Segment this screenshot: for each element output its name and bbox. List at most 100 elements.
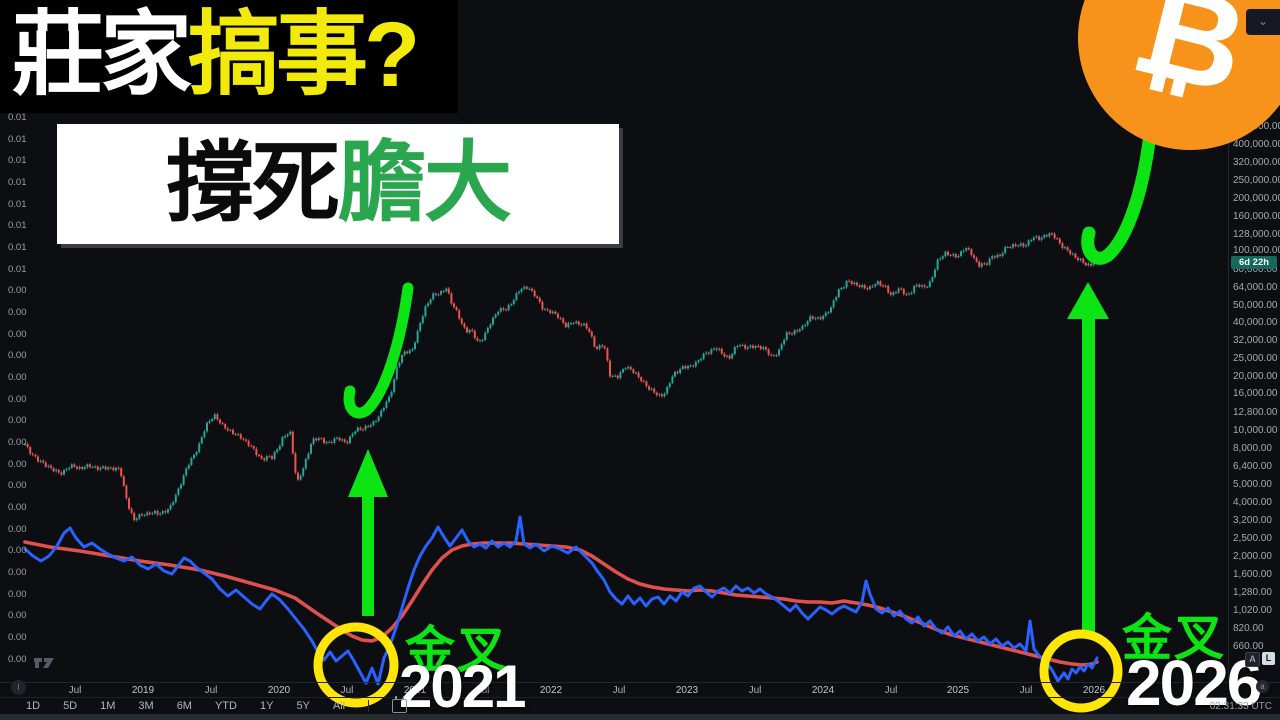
source-toggle-icon[interactable]: I	[11, 680, 26, 695]
chevron-down-icon[interactable]: ⌄	[1246, 9, 1280, 35]
time-tick: Jul	[476, 685, 490, 696]
price-axis-divider	[1228, 0, 1229, 682]
price-tick: 160,000.00	[1233, 211, 1280, 222]
indicator-tick: 0.00	[8, 329, 27, 340]
auto-scale-button[interactable]: A	[1245, 652, 1260, 667]
adjust-button[interactable]: a	[1256, 680, 1269, 693]
time-axis-divider	[0, 682, 1280, 683]
indicator-tick: 0.01	[8, 264, 27, 275]
indicator-tick: 0.00	[8, 459, 27, 470]
price-tick: 660.00	[1233, 641, 1264, 652]
price-tick: 1,020.00	[1233, 605, 1272, 616]
indicator-tick: 0.00	[8, 415, 27, 426]
price-tick: 1,280.00	[1233, 587, 1272, 598]
indicator-tick: 0.00	[8, 632, 27, 643]
range-button-5y[interactable]: 5Y	[296, 700, 310, 712]
headline-text-green: 膽大	[338, 133, 512, 232]
price-tick: 12,800.00	[1233, 407, 1278, 418]
price-tick: 16,000.00	[1233, 388, 1278, 399]
toolbar-divider	[0, 697, 1280, 698]
price-tick: 1,600.00	[1233, 569, 1272, 580]
log-scale-button[interactable]: L	[1262, 652, 1275, 665]
indicator-tick: 0.01	[8, 242, 27, 253]
utc-clock[interactable]: 02:31:33 UTC	[1209, 701, 1272, 712]
price-tick: 400,000.00	[1233, 139, 1280, 150]
time-tick: 2021	[403, 685, 427, 696]
indicator-tick: 0.00	[8, 372, 27, 383]
price-tick: 2,000.00	[1233, 551, 1272, 562]
golden-cross-label-2026: 金叉	[1122, 610, 1226, 666]
banner-text-white: 莊家	[12, 4, 192, 106]
tradingview-logo-glyph	[34, 658, 54, 668]
price-tick: 40,000.00	[1233, 317, 1278, 328]
price-tick: 2,500.00	[1233, 533, 1272, 544]
price-tick: 250,000.00	[1233, 175, 1280, 186]
price-tick: 32,000.00	[1233, 335, 1278, 346]
price-tick: 64,000.00	[1233, 282, 1278, 293]
time-tick: Jul	[748, 685, 762, 696]
indicator-tick: 0.01	[8, 112, 27, 123]
time-tick: 2025	[946, 685, 970, 696]
price-tick: 50,000.00	[1233, 300, 1278, 311]
time-tick: 2024	[811, 685, 835, 696]
indicator-tick: 0.00	[8, 480, 27, 491]
price-tick: 20,000.00	[1233, 371, 1278, 382]
range-button-1y[interactable]: 1Y	[259, 700, 274, 712]
price-tick: 25,000.00	[1233, 353, 1278, 364]
headline-text: 撐死膽大	[57, 124, 619, 242]
price-tick: 3,200.00	[1233, 515, 1272, 526]
indicator-tick: 0.00	[8, 437, 27, 448]
indicator-tick: 0.00	[8, 502, 27, 513]
headline-banner-top: 莊家搞事?	[0, 0, 458, 113]
price-tick: 128,000.00	[1233, 229, 1280, 240]
candle-countdown-badge: 6d 22h	[1231, 256, 1277, 269]
time-tick: 2022	[539, 685, 563, 696]
indicator-tick: 0.00	[8, 394, 27, 405]
price-tick: 6,400.00	[1233, 461, 1272, 472]
calendar-icon[interactable]	[392, 696, 408, 713]
price-tick: 5,000.00	[1233, 479, 1272, 490]
indicator-tick: 0.01	[8, 155, 27, 166]
range-button-ytd[interactable]: YTD	[214, 700, 237, 712]
toolbar-separator	[368, 700, 370, 712]
headline-text-black: 撐死	[165, 133, 340, 232]
year-label-2021: 2021	[399, 653, 526, 720]
indicator-tick: 0.01	[8, 220, 27, 231]
time-tick: Jul	[68, 685, 82, 696]
time-tick: 2026	[1082, 685, 1106, 696]
window-bottom-edge	[0, 714, 1280, 720]
time-tick: Jul	[884, 685, 898, 696]
range-button-1m[interactable]: 1M	[100, 700, 116, 712]
indicator-tick: 0.01	[8, 134, 27, 145]
price-tick: 100,000.00	[1233, 245, 1280, 256]
indicator-tick: 0.00	[8, 350, 27, 361]
range-button-5d[interactable]: 5D	[63, 700, 78, 712]
indicator-tick: 0.00	[8, 654, 27, 665]
indicator-tick: 0.00	[8, 589, 27, 600]
indicator-tick: 0.00	[8, 610, 27, 621]
range-button-1d[interactable]: 1D	[26, 700, 41, 712]
range-button-all[interactable]: All	[332, 700, 346, 712]
indicator-tick: 0.01	[8, 177, 27, 188]
time-tick: Jul	[612, 685, 626, 696]
time-tick: 2020	[267, 685, 291, 696]
golden-cross-label-2021: 金叉	[405, 622, 509, 678]
price-tick: 4,000.00	[1233, 497, 1272, 508]
time-tick: 2019	[131, 685, 155, 696]
price-tick: 320,000.00	[1233, 157, 1280, 168]
range-button-3m[interactable]: 3M	[138, 700, 154, 712]
timeframe-toolbar: 1D 5D 1M 3M 6M YTD 1Y 5Y All	[0, 696, 1280, 714]
indicator-tick: 0.00	[8, 307, 27, 318]
time-tick: Jul	[204, 685, 218, 696]
range-button-6m[interactable]: 6M	[176, 700, 192, 712]
banner-text-yellow: 搞事?	[188, 4, 420, 106]
price-tick: 200,000.00	[1233, 193, 1280, 204]
price-tick: 820.00	[1233, 623, 1264, 634]
price-tick: 80,000.00	[1233, 264, 1278, 275]
indicator-tick: 0.00	[8, 545, 27, 556]
tradingview-logo[interactable]	[34, 654, 56, 677]
time-tick: Jul	[340, 685, 354, 696]
